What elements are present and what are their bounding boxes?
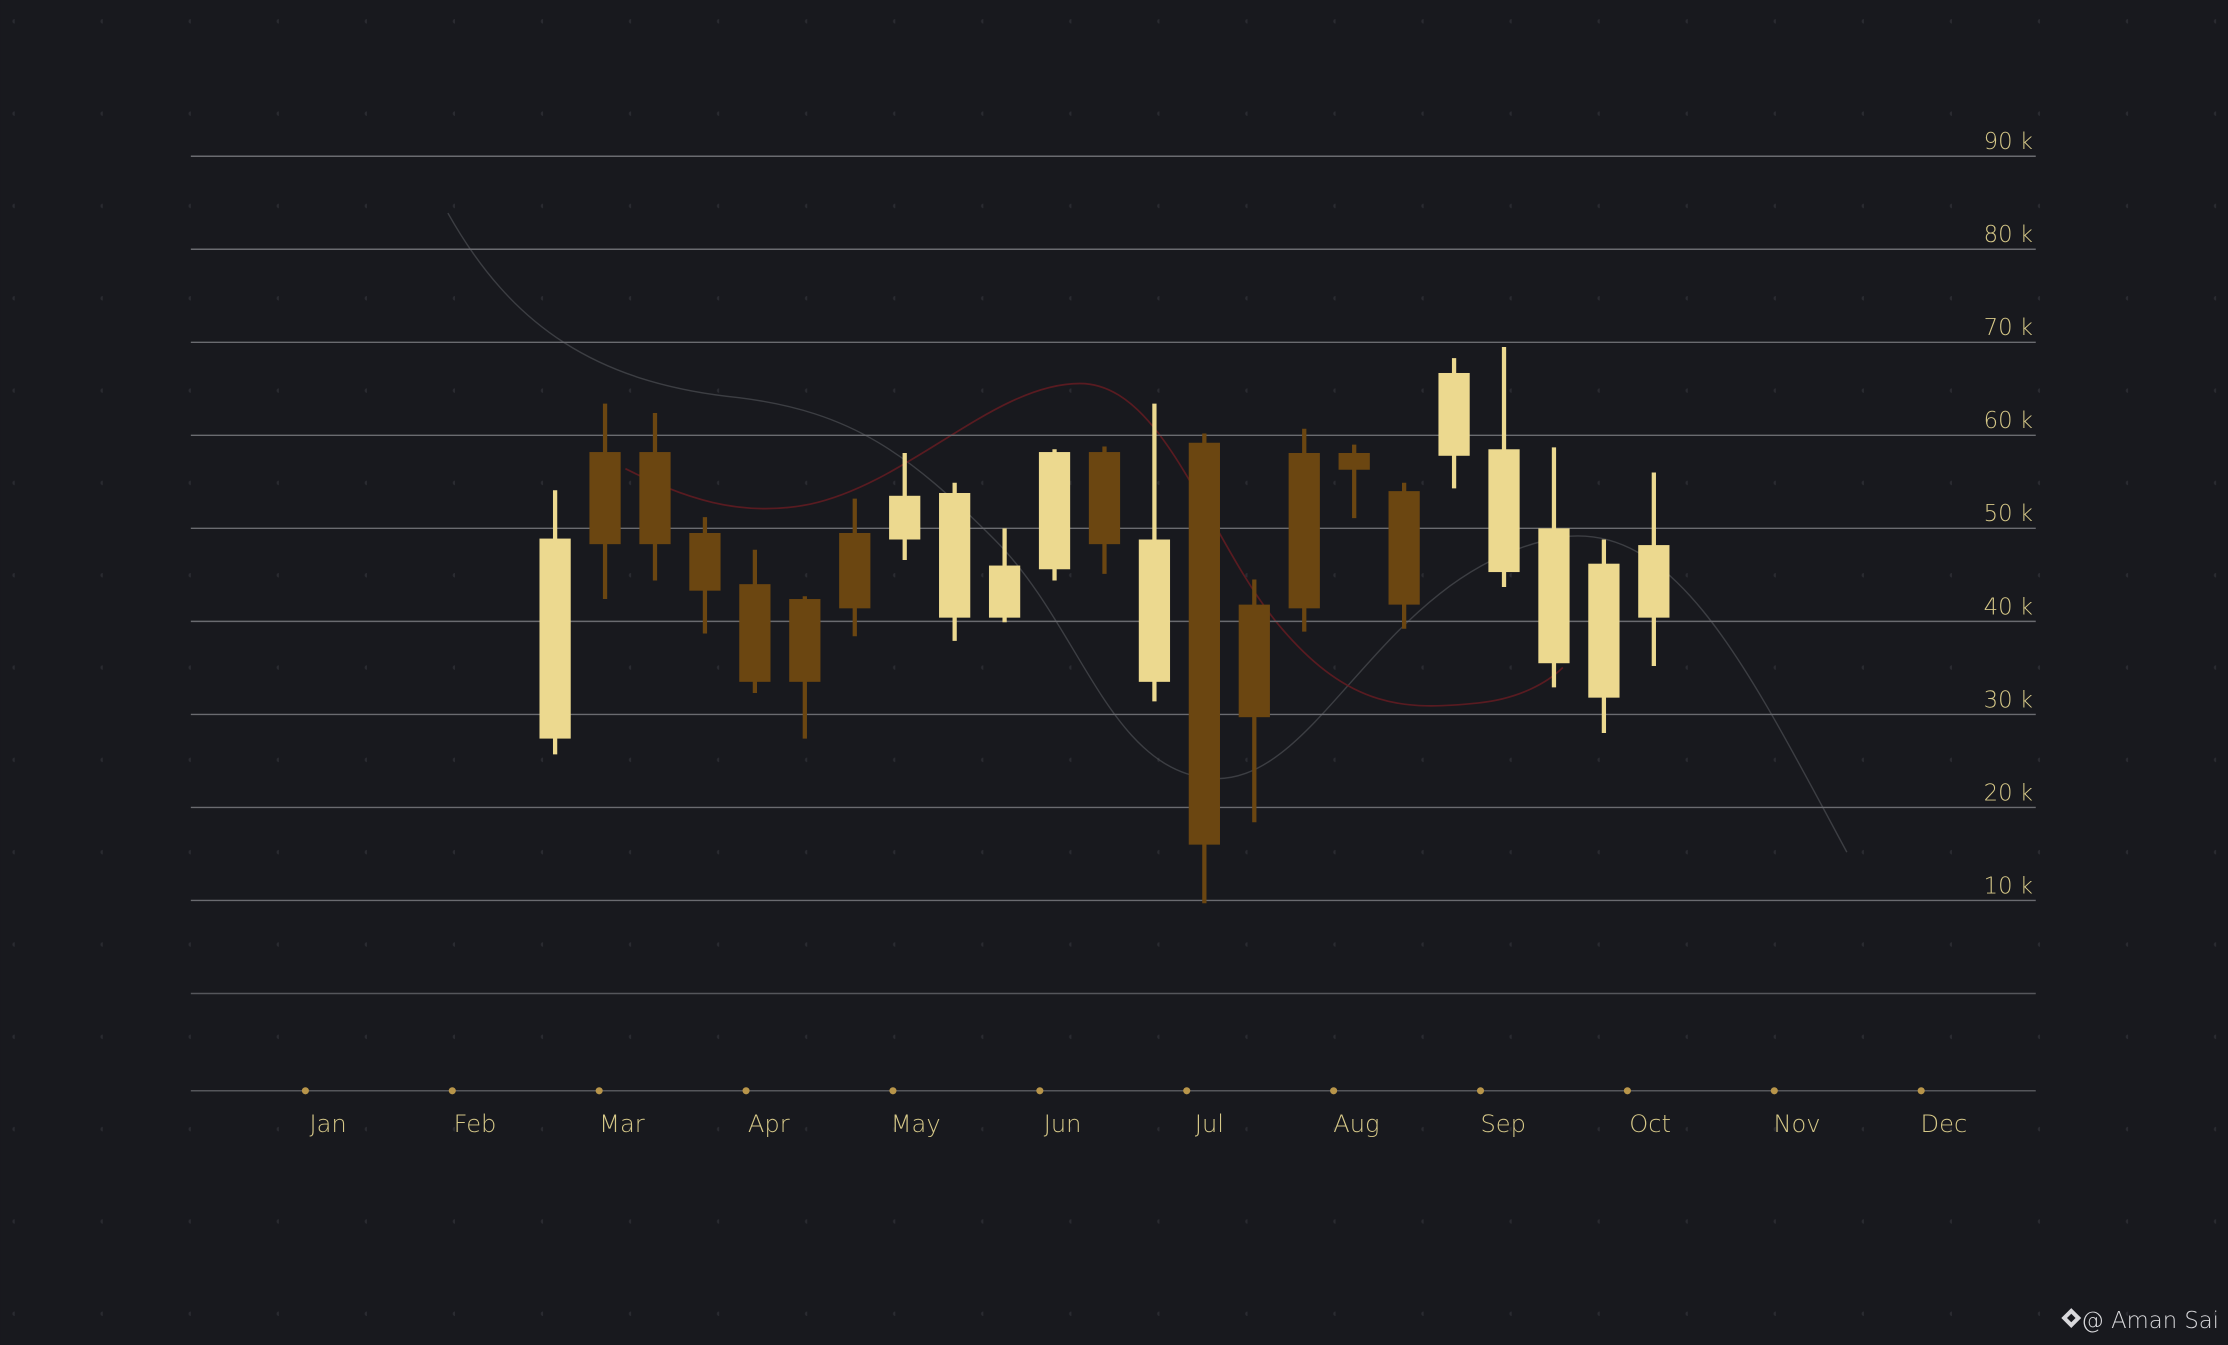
- x-tick-mark: [595, 1087, 603, 1095]
- x-tick-label: Jan: [310, 1110, 347, 1138]
- candle-body: [789, 599, 821, 682]
- candle-body: [939, 492, 971, 618]
- y-tick-label: 60 k: [1984, 408, 2033, 434]
- y-tick-label: 40 k: [1984, 594, 2033, 620]
- candle-body: [1088, 452, 1121, 545]
- y-tick-label: 20 k: [1984, 780, 2033, 806]
- logo-icon: [2061, 1308, 2082, 1328]
- candle-body: [539, 538, 571, 739]
- candle-body: [889, 495, 921, 540]
- x-tick-label: Apr: [748, 1110, 790, 1138]
- candle-body: [1538, 528, 1570, 664]
- decorative-curve: [447, 212, 1848, 853]
- candle-body: [1288, 452, 1320, 609]
- x-tick-label: May: [891, 1110, 941, 1138]
- x-tick-label: Feb: [454, 1110, 497, 1138]
- candle-body: [639, 452, 671, 545]
- candle-body: [988, 565, 1021, 618]
- x-tick-mark: [1770, 1087, 1778, 1095]
- candle-body: [689, 532, 721, 591]
- y-tick-label: 70 k: [1984, 315, 2033, 341]
- y-tick-label: 10 k: [1984, 873, 2033, 899]
- x-tick-label: Dec: [1921, 1110, 1968, 1138]
- candle-body: [1588, 563, 1620, 698]
- y-tick-label: 90 k: [1984, 129, 2033, 155]
- candle-body: [1238, 604, 1270, 718]
- x-tick-mark: [301, 1087, 309, 1095]
- candle-body: [1488, 449, 1520, 573]
- candle-body: [839, 532, 871, 609]
- candle-body: [1038, 452, 1071, 570]
- x-tick-label: Jun: [1044, 1110, 1082, 1138]
- y-tick-label: 50 k: [1984, 501, 2033, 527]
- candle-body: [1638, 545, 1670, 618]
- x-tick-mark: [1330, 1087, 1338, 1095]
- candle-body: [1188, 442, 1220, 845]
- y-tick-label: 80 k: [1984, 222, 2033, 248]
- y-tick-label: 30 k: [1984, 687, 2033, 713]
- x-tick-mark: [1623, 1087, 1631, 1095]
- candle-body: [1338, 452, 1370, 470]
- x-tick-label: Nov: [1773, 1110, 1820, 1138]
- x-tick-mark: [889, 1087, 897, 1095]
- x-tick-mark: [1036, 1087, 1044, 1095]
- x-tick-mark: [1476, 1087, 1485, 1095]
- credit: @ Aman Sai: [2081, 1308, 2219, 1334]
- x-tick-mark: [742, 1087, 750, 1095]
- candle-body: [739, 584, 771, 682]
- candle-body: [1438, 372, 1470, 456]
- candle-body: [1138, 539, 1171, 682]
- x-tick-label: Sep: [1480, 1110, 1525, 1138]
- decorative-curve: [625, 382, 1564, 707]
- x-tick-label: Jul: [1195, 1110, 1224, 1138]
- x-tick-label: Aug: [1333, 1110, 1379, 1138]
- candle-body: [1388, 491, 1420, 605]
- x-tick-label: Mar: [599, 1110, 645, 1138]
- candle-body: [589, 452, 621, 545]
- x-tick-mark: [448, 1087, 456, 1095]
- x-tick-mark: [1183, 1087, 1191, 1095]
- x-tick-label: Oct: [1629, 1110, 1671, 1138]
- x-tick-mark: [1917, 1087, 1925, 1095]
